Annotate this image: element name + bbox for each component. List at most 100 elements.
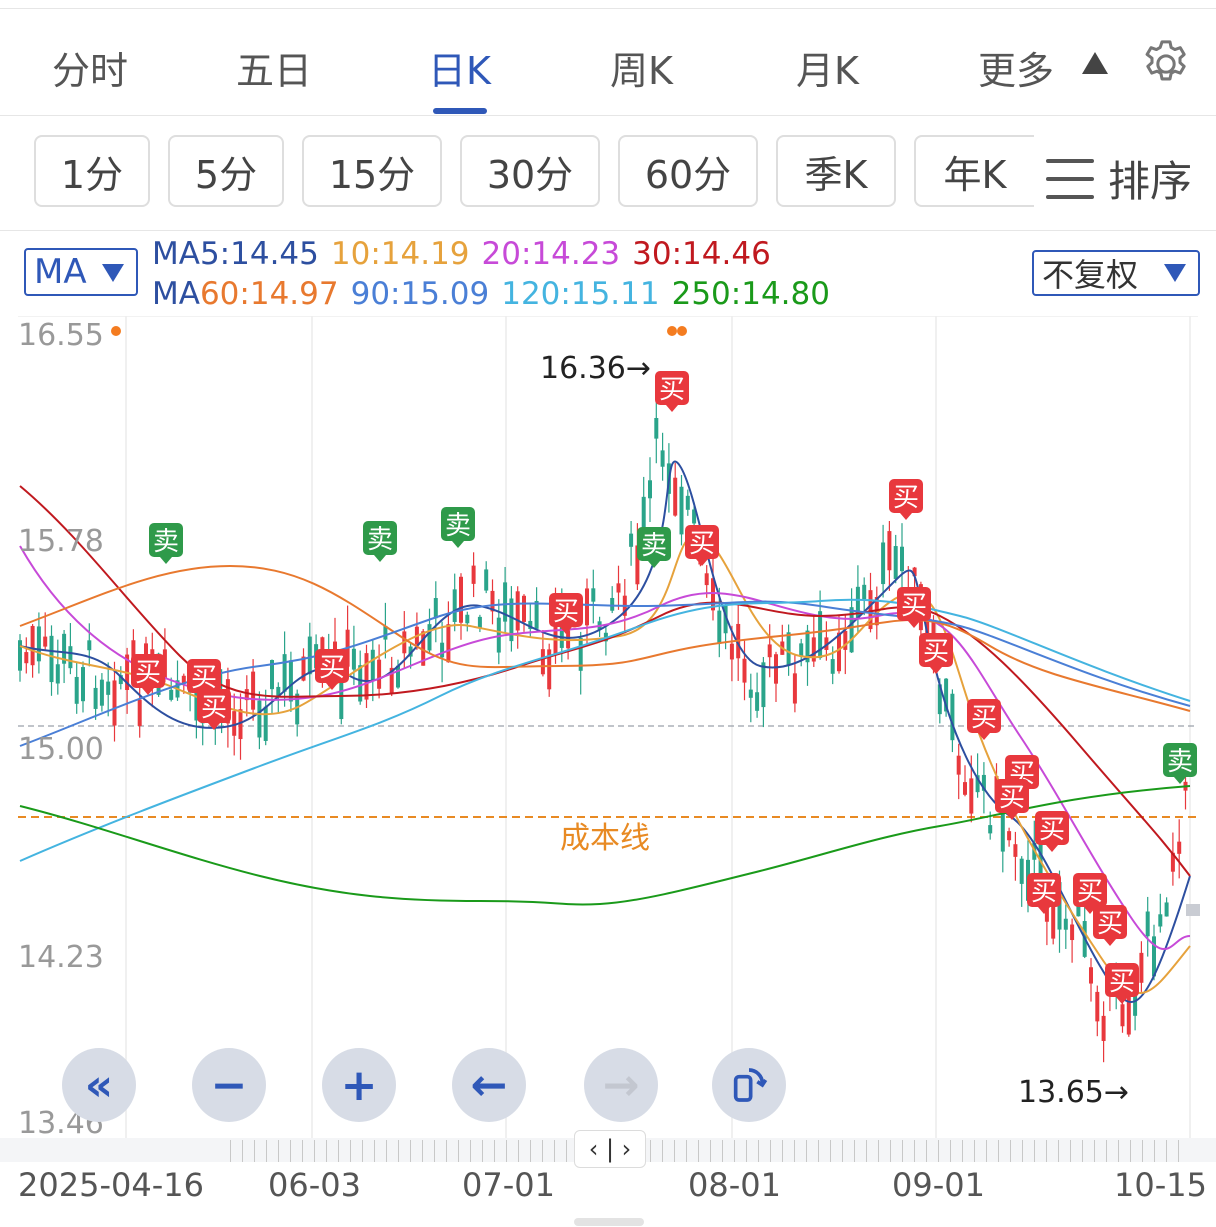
period-1min-button[interactable]: 1分 — [34, 135, 150, 207]
fast-back-button[interactable]: « — [62, 1048, 136, 1122]
signal-badge-bg — [197, 689, 231, 723]
candle-body — [490, 590, 495, 612]
candle-body — [975, 775, 980, 793]
tab-weekly-k[interactable]: 周K — [610, 49, 673, 93]
tab-monthly-k[interactable]: 月K — [796, 49, 859, 93]
event-dot — [667, 326, 677, 336]
candle-body — [881, 542, 886, 585]
sort-label: 排序 — [1108, 157, 1193, 206]
candle-body — [963, 782, 967, 795]
signal-badge-bg — [549, 593, 583, 627]
candle-body — [1145, 911, 1150, 937]
period-quarter-button[interactable]: 季K — [776, 135, 896, 207]
candle-body — [295, 693, 300, 725]
move-right-button[interactable]: → — [584, 1048, 658, 1122]
buy-signal: 买 — [995, 779, 1029, 820]
arrow-left-icon: ← — [470, 1059, 508, 1111]
candle-body — [641, 496, 646, 532]
candle-body — [692, 509, 697, 524]
signal-badge-pointer — [142, 688, 154, 695]
candle-body — [660, 450, 665, 467]
sort-button[interactable]: 排序 — [1046, 148, 1192, 209]
ma-line — [19, 600, 1191, 747]
signal-badge-pointer — [1116, 997, 1128, 1004]
candle-body — [868, 590, 873, 630]
candle-body — [1177, 841, 1182, 854]
candle-body — [49, 635, 54, 683]
buy-signal: 买 — [1105, 963, 1139, 1004]
y-tick-label: 15.00 — [18, 732, 104, 767]
period-15min-button[interactable]: 15分 — [302, 135, 442, 207]
signal-badge-label: 买 — [1109, 967, 1135, 997]
candle-body — [981, 774, 986, 791]
move-left-button[interactable]: ← — [452, 1048, 526, 1122]
candle-body — [351, 648, 356, 670]
buy-signal: 买 — [131, 654, 165, 695]
adjust-select[interactable]: 不复权 — [1032, 250, 1200, 296]
signal-badge-bg — [1073, 873, 1107, 907]
trade-signals: 卖卖卖卖卖买 买买买买买买买买买买买买买买 买买买 — [111, 326, 1197, 1004]
buy-signal: 买 — [1073, 873, 1107, 914]
candle-body — [389, 667, 394, 694]
candle-body — [251, 671, 256, 710]
buy-signal: 买 — [919, 633, 953, 674]
signal-badge-pointer — [1006, 813, 1018, 820]
tab-five-day[interactable]: 五日 — [236, 49, 313, 93]
candle-body — [62, 633, 67, 664]
candle-body — [471, 565, 476, 584]
candle-body — [181, 675, 186, 684]
signal-badge-bg — [441, 507, 475, 541]
rotate-button[interactable] — [712, 1048, 786, 1122]
period-5min-button[interactable]: 5分 — [168, 135, 284, 207]
triangle-up-icon[interactable] — [1082, 52, 1108, 74]
signal-badge-label: 买 — [553, 597, 579, 627]
candle-body — [654, 417, 659, 439]
sell-signal: 卖 — [441, 507, 475, 548]
candle-body — [811, 637, 816, 662]
chart-grid — [18, 316, 1198, 1138]
gear-icon[interactable] — [1138, 36, 1194, 92]
adjust-select-value: 不复权 — [1042, 256, 1139, 294]
period-year-button[interactable]: 年K — [914, 135, 1034, 207]
high-price-label: 16.36→ — [540, 351, 651, 386]
signal-badge-pointer — [560, 627, 572, 634]
candle-body — [477, 616, 482, 629]
ma-prefix: MA — [152, 276, 200, 312]
signal-badge-bg — [897, 587, 931, 621]
double-chevron-left-icon: « — [84, 1059, 114, 1111]
candle-body — [263, 706, 268, 741]
tab-minute[interactable]: 分时 — [52, 49, 129, 93]
candle-body — [55, 664, 60, 684]
signal-badge-pointer — [666, 405, 678, 412]
candle-body — [270, 660, 274, 690]
indicator-select[interactable]: MA — [24, 248, 138, 296]
candle-body — [383, 625, 388, 640]
tab-more[interactable]: 更多 — [978, 49, 1055, 93]
candle-body — [1089, 967, 1093, 984]
candle-body — [396, 665, 400, 688]
zoom-in-button[interactable]: + — [322, 1048, 396, 1122]
period-60min-button[interactable]: 60分 — [618, 135, 758, 207]
indicator-select-value: MA — [34, 252, 87, 292]
period-30min-button[interactable]: 30分 — [460, 135, 600, 207]
menu-icon — [1046, 158, 1094, 199]
signal-badge-pointer — [326, 683, 338, 690]
candle-body — [112, 680, 117, 726]
signal-badge-pointer — [900, 513, 912, 520]
candle-body — [118, 675, 123, 685]
candle-body — [591, 588, 596, 602]
candle-body — [761, 662, 766, 708]
rotate-screen-icon — [733, 1068, 768, 1102]
candle-body — [1019, 858, 1024, 884]
candle-body — [553, 609, 558, 654]
sub-period-row: 1分 5分 15分 30分 60分 季K 年K 排序 — [0, 118, 1216, 231]
signal-badge-pointer — [1084, 907, 1096, 914]
timeline-drag-handle[interactable]: ‹ | › — [574, 1130, 646, 1168]
tab-daily-k[interactable]: 日K — [428, 49, 491, 93]
candle-body — [358, 665, 363, 702]
zoom-out-button[interactable]: − — [192, 1048, 266, 1122]
candle-body — [377, 659, 382, 689]
kline-chart[interactable]: 卖卖卖卖卖买 买买买买买买买买买买买买买买 买买买 16.36→ 13.65→ 成本… — [0, 316, 1216, 1146]
candle-body — [799, 643, 804, 657]
signal-badge-pointer — [1104, 939, 1116, 946]
